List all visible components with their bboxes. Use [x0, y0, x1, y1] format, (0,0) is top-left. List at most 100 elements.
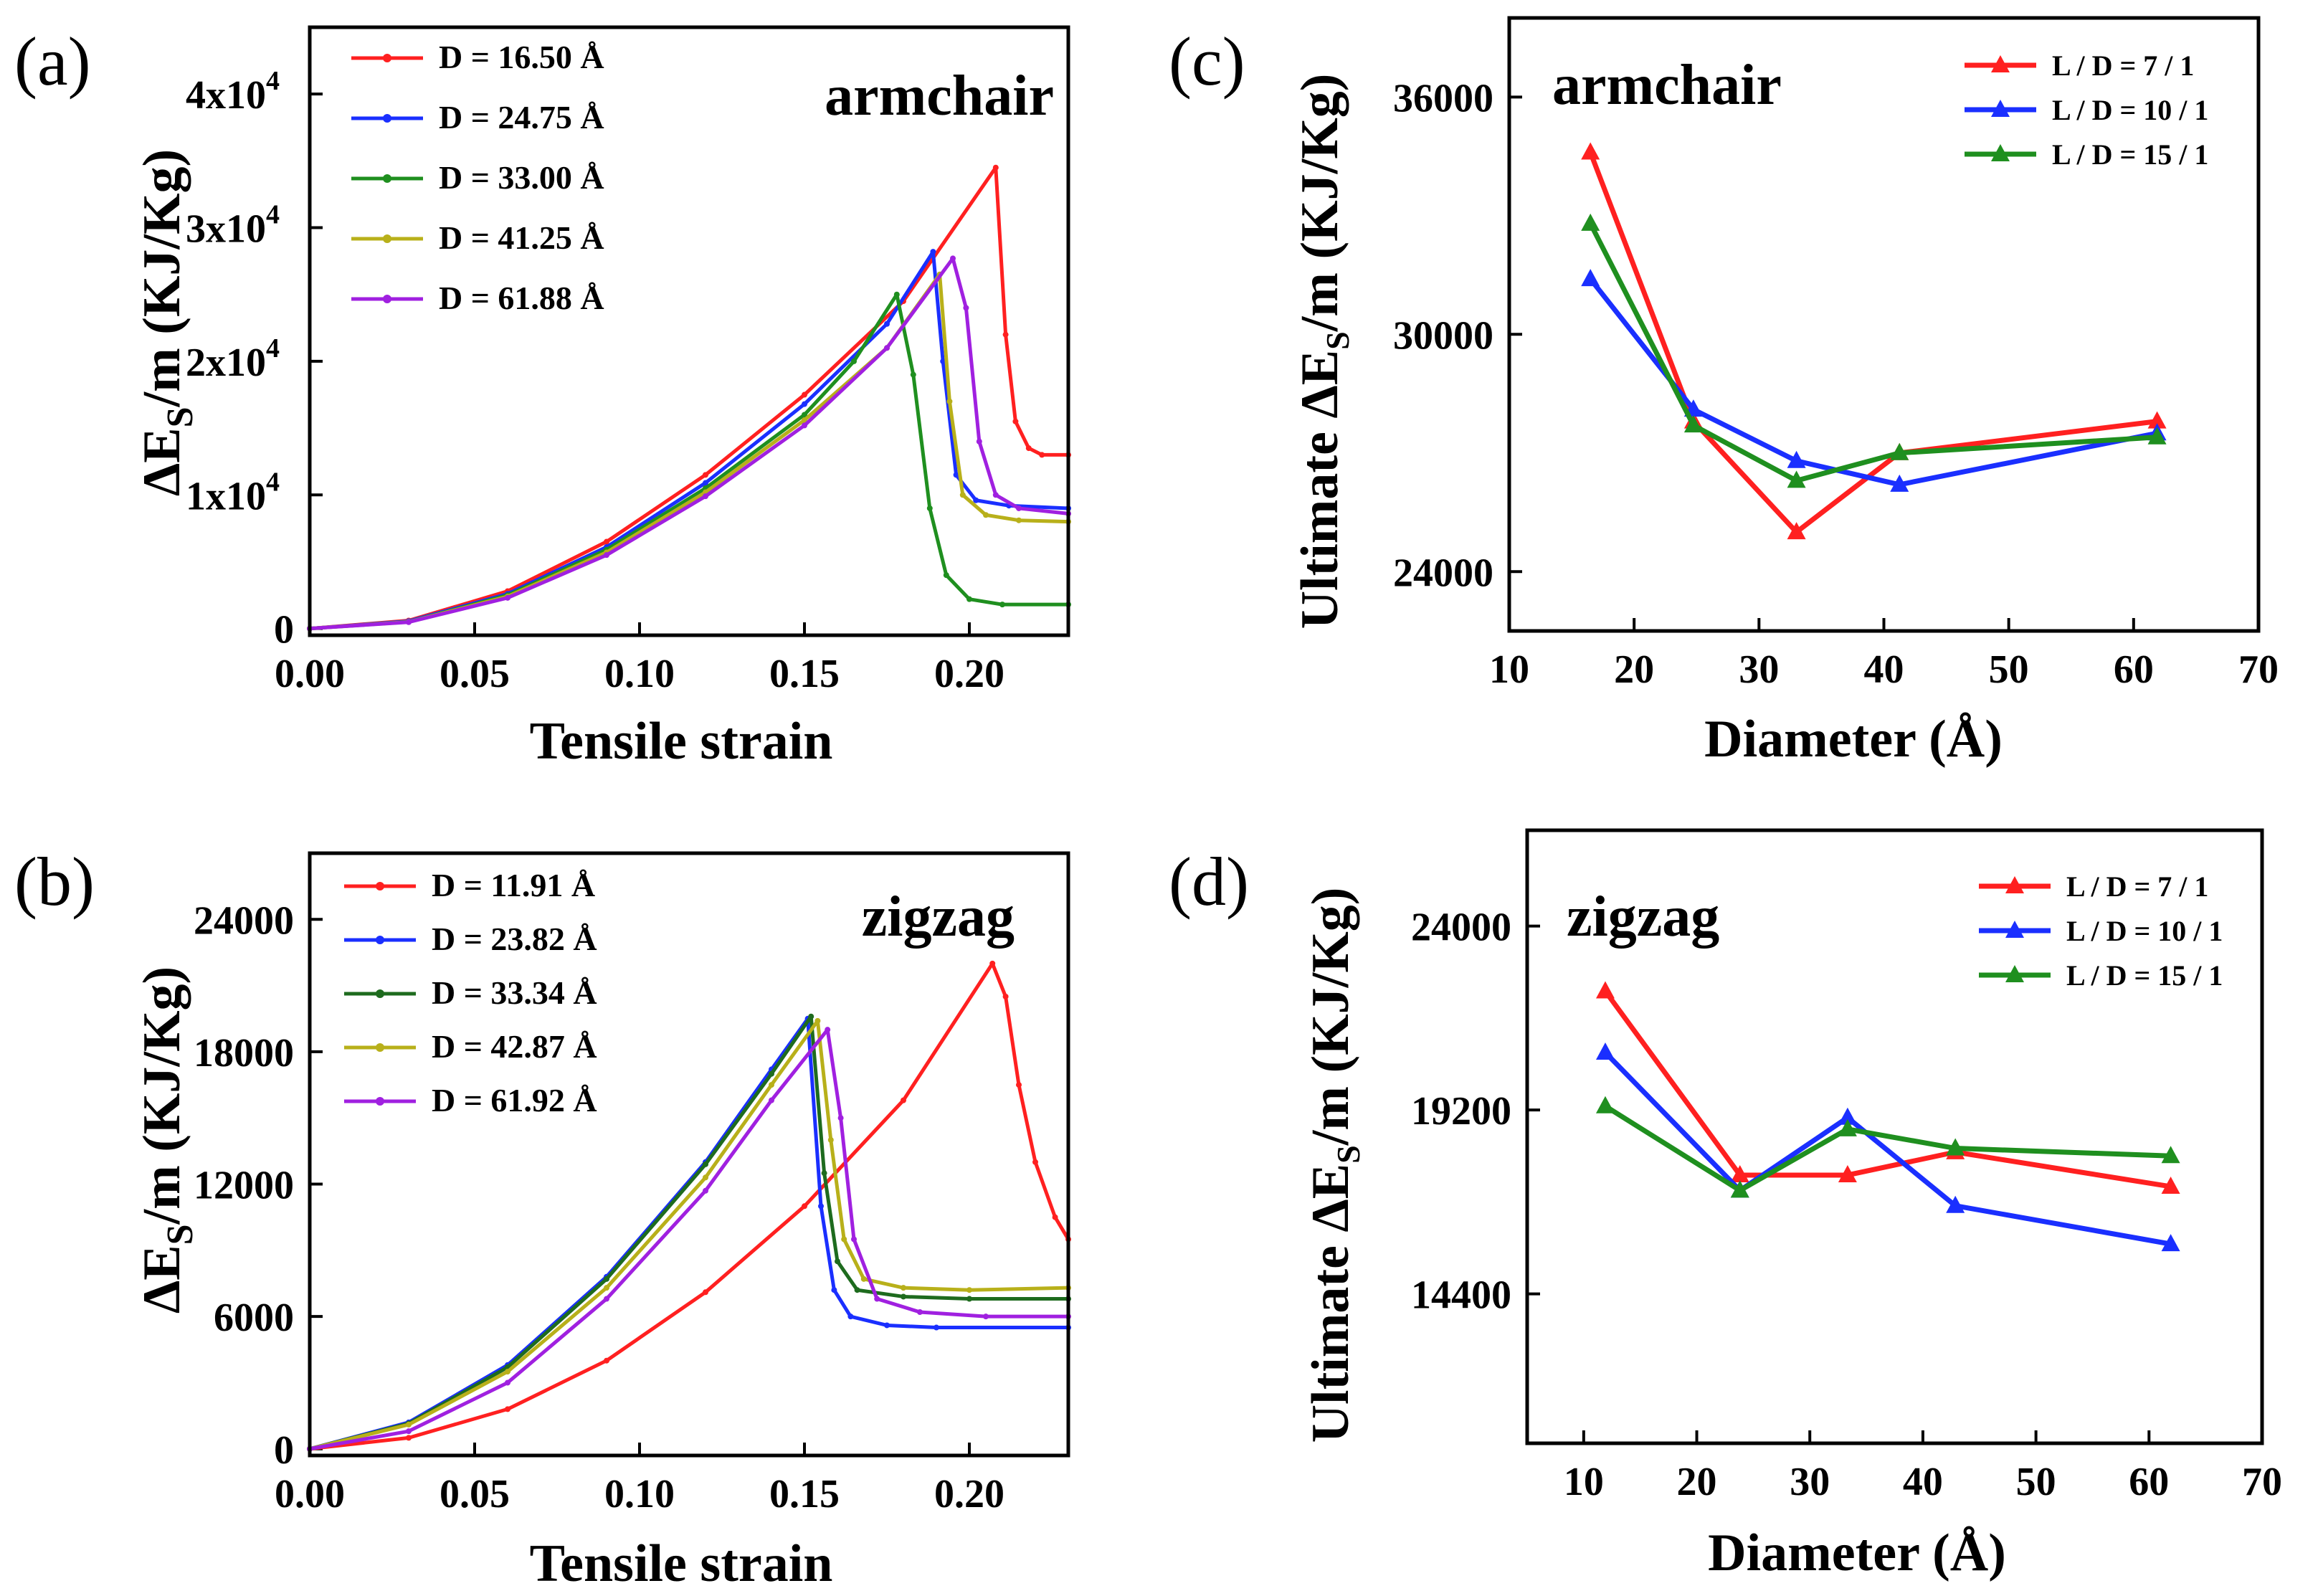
data-point	[1595, 1096, 1615, 1113]
data-point	[406, 1421, 412, 1428]
data-point	[901, 1293, 906, 1300]
legend-label: L / D = 10 / 1	[2066, 915, 2223, 947]
data-point	[703, 1174, 708, 1181]
x-tick-label: 50	[1989, 647, 2029, 692]
data-point	[1787, 470, 1806, 488]
panel-b-annotation: zigzag	[862, 885, 1015, 949]
y-tick-label: 6000	[214, 1296, 294, 1340]
legend-label: L / D = 7 / 1	[2052, 49, 2194, 82]
panel-b-ticks: 0.00 0.05 0.10 0.15 0.20 0 6000 12000 18000 24000	[194, 898, 1004, 1516]
x-tick-label: 30	[1739, 647, 1779, 692]
series-line-2	[309, 1015, 1068, 1451]
y-tick-label: 14400	[1411, 1273, 1511, 1318]
x-tick-label: 70	[2242, 1460, 2282, 1504]
data-point	[802, 417, 807, 423]
data-point	[703, 1187, 708, 1194]
panel-b-label: (b)	[14, 843, 95, 920]
data-point	[1012, 418, 1019, 424]
panel-b-ylabel: ΔES/m (KJ/Kg)	[133, 966, 201, 1314]
data-point	[1946, 1195, 1965, 1213]
data-point	[926, 505, 933, 511]
panel-d: (d) Ultimate ΔES/m (KJ/Kg) Diameter (Å) …	[1169, 828, 2282, 1582]
data-point	[1581, 269, 1600, 287]
data-point	[1683, 415, 1703, 433]
data-point	[1595, 1042, 1615, 1060]
data-point	[930, 249, 936, 255]
y-tick-label: 1x104	[186, 467, 280, 518]
panel-a-ylabel: ΔES/m (KJ/Kg)	[133, 149, 201, 496]
data-point	[1890, 442, 1909, 460]
y-tick-label: 18000	[194, 1031, 294, 1075]
data-point	[2161, 1176, 2180, 1194]
data-point	[992, 492, 999, 498]
series-line-2	[1588, 222, 2157, 483]
svg-text:ΔES/m (KJ/Kg): ΔES/m (KJ/Kg)	[133, 966, 201, 1314]
x-tick-label: 70	[2238, 647, 2279, 692]
data-point	[992, 164, 999, 171]
data-point	[946, 398, 953, 404]
legend-marker	[376, 936, 384, 944]
data-point	[406, 1428, 412, 1435]
panel-c-ticks: 10 20 30 40 50 60 70 24000 30000 36000	[1393, 76, 2279, 692]
data-point	[1838, 1164, 1857, 1182]
data-point	[851, 358, 857, 364]
legend-marker	[383, 114, 391, 123]
data-point	[831, 1287, 837, 1293]
data-point	[604, 538, 609, 545]
data-point	[505, 1379, 510, 1386]
data-point	[837, 1115, 844, 1121]
x-tick-label: 0.10	[604, 1472, 675, 1516]
data-point	[821, 1170, 827, 1177]
x-tick-label: 0.05	[440, 1472, 510, 1516]
series-line-0	[309, 166, 1068, 631]
y-tick-label: 0	[274, 608, 294, 652]
y-tick-label: 0	[274, 1428, 294, 1473]
legend-label: D = 33.00 Å	[439, 159, 604, 196]
data-point	[802, 412, 807, 418]
panel-a-annotation: armchair	[825, 65, 1054, 128]
x-tick-label: 0.00	[275, 1472, 345, 1516]
legend-label: D = 24.75 Å	[439, 99, 604, 136]
data-point	[989, 960, 996, 966]
panel-a: (a) ΔES/m (KJ/Kg) Tensile strain 0.00 0.0…	[14, 23, 1071, 771]
data-point	[1032, 1159, 1038, 1165]
svg-text:Ultimate ΔES/m (KJ/Kg): Ultimate ΔES/m (KJ/Kg)	[1301, 888, 1367, 1443]
panel-d-series	[1595, 981, 2180, 1252]
panel-d-ticks: 10 20 30 40 50 60 70 14400 19200 24000	[1411, 906, 2282, 1504]
panel-d-legend: L / D = 7 / 1 L / D = 10 / 1 L / D = 15 / …	[1979, 870, 2223, 992]
data-point	[1025, 445, 1032, 452]
data-point	[917, 1309, 923, 1315]
data-point	[769, 1097, 774, 1103]
data-point	[703, 480, 708, 486]
data-point	[884, 345, 890, 351]
data-point	[604, 1296, 609, 1302]
data-point	[835, 1258, 840, 1265]
legend-label: D = 61.92 Å	[432, 1082, 597, 1118]
data-point	[1002, 331, 1009, 338]
panel-c-frame	[1507, 16, 2261, 633]
data-point	[505, 1369, 510, 1375]
data-point	[604, 1276, 609, 1282]
data-point	[983, 512, 989, 518]
panel-c-xlabel: Diameter (Å)	[1704, 710, 2003, 769]
data-point	[854, 1287, 860, 1293]
data-point	[1016, 1082, 1022, 1088]
data-point	[943, 572, 949, 579]
legend-label: D = 41.25 Å	[439, 219, 604, 256]
data-point	[966, 1287, 972, 1293]
legend-marker	[376, 882, 384, 890]
legend-marker	[2005, 876, 2024, 893]
data-point	[769, 1082, 774, 1088]
data-point	[505, 1406, 510, 1412]
data-point	[802, 391, 807, 398]
panel-a-ticks: 0.00 0.05 0.10 0.15 0.20 0 1x104 2x104 3x104 4x10…	[186, 66, 1004, 696]
panel-b-series	[307, 960, 1071, 1452]
data-point	[604, 552, 609, 559]
panel-c-annotation: armchair	[1552, 54, 1782, 117]
x-tick-label: 10	[1564, 1460, 1604, 1504]
data-point	[406, 1435, 412, 1441]
legend-label: D = 61.88 Å	[439, 280, 604, 316]
legend-marker	[2005, 921, 2024, 938]
data-point	[703, 1289, 708, 1296]
